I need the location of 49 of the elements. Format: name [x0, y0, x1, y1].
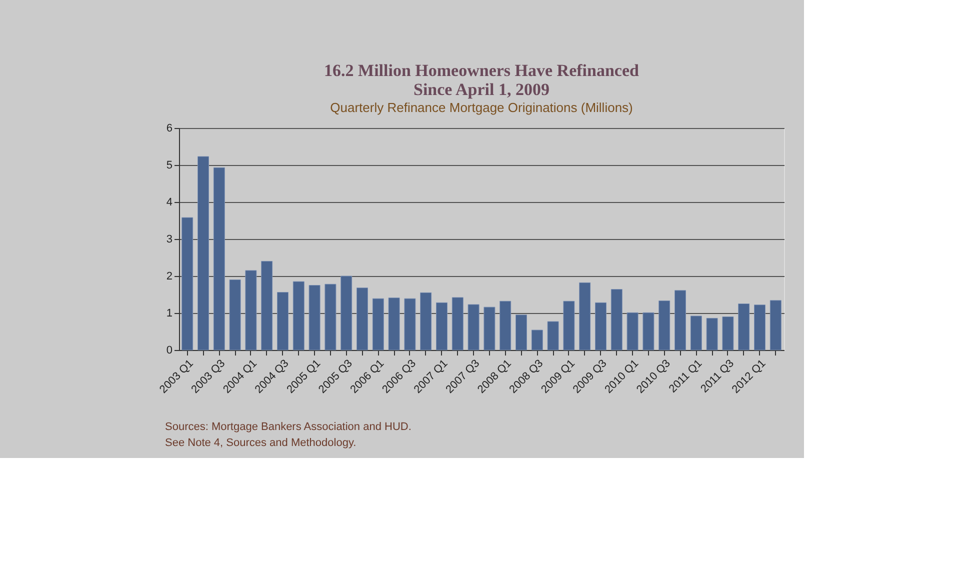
bar — [722, 316, 734, 350]
bar — [388, 298, 400, 350]
bar — [404, 298, 416, 350]
bar — [340, 276, 352, 350]
bar — [610, 289, 622, 350]
bar — [531, 330, 543, 350]
y-tick-label: 4 — [166, 196, 172, 208]
bar — [436, 302, 448, 350]
bar — [277, 292, 288, 350]
y-tick-label: 2 — [166, 270, 172, 282]
bar — [484, 306, 496, 350]
bar — [356, 288, 368, 350]
y-tick-label: 0 — [166, 344, 172, 356]
bar — [308, 285, 320, 350]
bar — [754, 304, 766, 350]
bar — [198, 156, 209, 350]
bar — [690, 316, 702, 350]
bar — [468, 304, 480, 350]
bar — [261, 260, 273, 350]
y-tick-label: 5 — [166, 160, 172, 172]
text: See Note 4, Sources and Methodology. — [165, 437, 356, 449]
bar — [706, 318, 718, 350]
y-tick-label: 1 — [166, 308, 172, 320]
bar — [420, 292, 432, 350]
bar — [292, 281, 304, 350]
bar — [770, 300, 782, 350]
bar — [595, 302, 606, 350]
chart-subtitle: Quarterly Refinance Mortgage Originations (Millions) — [330, 100, 633, 115]
bar — [500, 300, 512, 350]
bar — [229, 279, 241, 350]
bar — [452, 297, 464, 350]
bar — [245, 270, 257, 350]
bar — [626, 312, 638, 350]
bar — [658, 300, 670, 350]
source-note: Sources: Mortgage Bankers Association and HUD. — [165, 421, 412, 433]
bar — [738, 304, 750, 350]
bar — [516, 314, 527, 350]
bar — [579, 282, 591, 350]
chart-title: 16.2 Million Homeowners Have Refinanced Since April 1, 2009 — [324, 61, 640, 99]
bar — [213, 167, 225, 350]
bar — [324, 284, 336, 350]
bar — [372, 298, 384, 350]
bar — [563, 300, 575, 350]
bar — [642, 312, 654, 350]
bar — [547, 321, 559, 350]
y-tick-label: 6 — [166, 122, 172, 134]
bar — [674, 290, 686, 350]
bar — [182, 217, 194, 350]
y-tick-label: 3 — [166, 234, 172, 246]
